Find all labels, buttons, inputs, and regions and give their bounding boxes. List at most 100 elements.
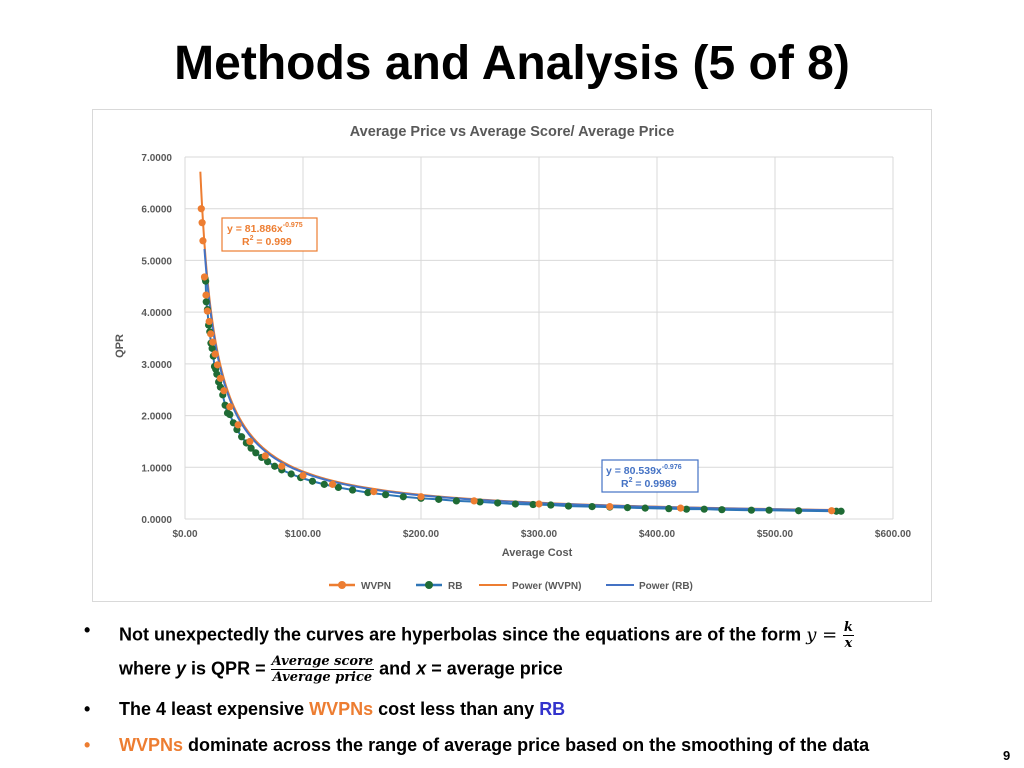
x-tick-label: $500.00 — [757, 529, 794, 540]
line2-y: y — [176, 658, 187, 679]
legend-item-wvpn: WVPN — [329, 581, 391, 592]
x-axis-label: Average Cost — [502, 547, 573, 559]
wvpn-r2-value: = 0.999 — [254, 236, 292, 248]
rb-data-point — [665, 505, 673, 513]
y-tick-label: 0.0000 — [141, 515, 172, 526]
bullet-text: where y is QPR = Average score Average pr… — [119, 654, 563, 685]
legend-label-power-rb: Power (RB) — [639, 581, 693, 592]
rb-data-point — [226, 410, 234, 419]
x-tick-label: $400.00 — [639, 529, 676, 540]
y-tick-label: 2.0000 — [141, 412, 172, 423]
bullet-text: WVPNs dominate across the range of avera… — [119, 735, 869, 756]
formula-y: y — [806, 624, 817, 646]
rb-data-point — [320, 480, 328, 488]
wvpn-r2-label: R — [242, 236, 250, 248]
rb-data-point — [435, 495, 443, 503]
wvpn-data-point — [211, 350, 219, 358]
line2-prefix: where — [119, 658, 177, 679]
wvpn-data-point — [203, 307, 212, 315]
formula-numerator: k — [842, 620, 854, 636]
formula-equals: = — [816, 624, 843, 646]
wvpn-equation-box: y = 81.886x-0.975 R2 = 0.999 — [221, 217, 318, 252]
y-tick-label: 1.0000 — [141, 463, 172, 474]
wvpn-data-point — [198, 219, 206, 227]
line2-and: and — [374, 658, 417, 679]
rb-data-point — [208, 344, 216, 352]
wvpn-data-point — [246, 437, 254, 446]
legend-label-power-wvpn: Power (WVPN) — [512, 581, 581, 592]
rb-r2-sup: 2 — [629, 477, 633, 484]
rb-data-point — [476, 498, 484, 506]
data-points — [197, 205, 845, 515]
wvpn-data-point — [209, 338, 217, 346]
chart-title: Average Price vs Average Score/ Average … — [350, 124, 675, 140]
wvpn-data-point — [677, 504, 685, 512]
wvpn-data-point — [213, 361, 222, 369]
y-tick-label: 5.0000 — [141, 256, 172, 267]
rb-data-point — [399, 493, 407, 501]
chart-legend: WVPN RB Power (WVPN) Power (RB) — [329, 581, 693, 592]
rb-exponent: -0.976 — [662, 464, 682, 471]
rb-data-point — [529, 500, 537, 509]
wvpn-data-point — [299, 471, 307, 480]
rb-r2-value: = 0.9989 — [633, 478, 677, 490]
slide-title: Methods and Analysis (5 of 8) — [174, 37, 850, 90]
bullet-text: Not unexpectedly the curves are hyperbol… — [119, 620, 854, 651]
rb-data-point — [547, 501, 555, 509]
rb-data-point — [623, 504, 632, 512]
rb-data-point — [747, 506, 756, 514]
rb-data-point — [452, 497, 460, 505]
line2-x: x — [416, 658, 427, 679]
rb-data-point — [252, 449, 260, 457]
rb-data-point — [348, 486, 357, 494]
bullet-2-prefix: The 4 least expensive — [119, 699, 310, 719]
bullet-marker: • — [84, 735, 91, 755]
wvpn-data-point — [470, 497, 478, 505]
wvpns-highlight: WVPNs — [309, 699, 374, 719]
wvpns-highlight: WVPNs — [119, 735, 184, 755]
rb-data-point — [765, 506, 773, 514]
wvpn-data-point — [370, 487, 378, 496]
rb-data-point — [588, 502, 596, 511]
tick-labels: 0.0000 1.0000 2.0000 3.0000 4.0000 5.0000 6.00… — [141, 153, 911, 540]
legend-label-rb: RB — [448, 581, 462, 592]
x-tick-label: $600.00 — [875, 529, 912, 540]
rb-data-point — [202, 298, 210, 306]
qpr-fraction: Average score Average price — [270, 654, 375, 685]
rb-data-point — [682, 505, 691, 513]
qpr-numerator: Average score — [270, 654, 375, 670]
y-tick-label: 6.0000 — [141, 205, 172, 216]
wvpn-data-point — [328, 480, 337, 488]
rb-data-point — [308, 477, 317, 485]
x-tick-label: $300.00 — [521, 529, 558, 540]
rb-highlight: RB — [539, 699, 566, 719]
y-tick-label: 4.0000 — [141, 308, 172, 319]
bullet-text: The 4 least expensive WVPNs cost less th… — [119, 699, 565, 720]
rb-data-point — [718, 506, 726, 514]
bullet-2-middle: cost less than any — [373, 699, 540, 719]
x-tick-label: $0.00 — [172, 529, 197, 540]
wvpn-data-point — [417, 493, 425, 501]
wvpn-data-point — [234, 421, 242, 429]
svg-text:y = 81.886x-0.975: y = 81.886x-0.975 — [227, 222, 303, 235]
wvpn-data-point — [199, 237, 207, 245]
wvpn-data-point — [606, 502, 614, 511]
svg-text:y = 80.539x-0.976: y = 80.539x-0.976 — [606, 464, 682, 477]
bullet-marker: • — [84, 699, 91, 719]
y-axis-label: QPR — [114, 334, 126, 358]
x-tick-label: $100.00 — [285, 529, 322, 540]
rb-data-point — [247, 444, 255, 452]
wvpn-equation: y = 81.886x — [227, 223, 283, 235]
wvpn-exponent: -0.975 — [283, 222, 303, 229]
wvpn-data-point — [828, 507, 836, 515]
rb-data-point — [837, 507, 845, 515]
rb-data-point — [382, 491, 390, 499]
rb-data-point — [364, 489, 372, 497]
legend-item-rb: RB — [416, 581, 462, 592]
legend-item-power-wvpn: Power (WVPN) — [479, 581, 581, 592]
legend-item-power-rb: Power (RB) — [606, 581, 693, 592]
wvpn-data-point — [226, 403, 234, 411]
qpr-denominator: Average price — [272, 670, 373, 685]
line2-is: is QPR = — [186, 658, 271, 679]
wvpn-data-point — [261, 452, 269, 460]
